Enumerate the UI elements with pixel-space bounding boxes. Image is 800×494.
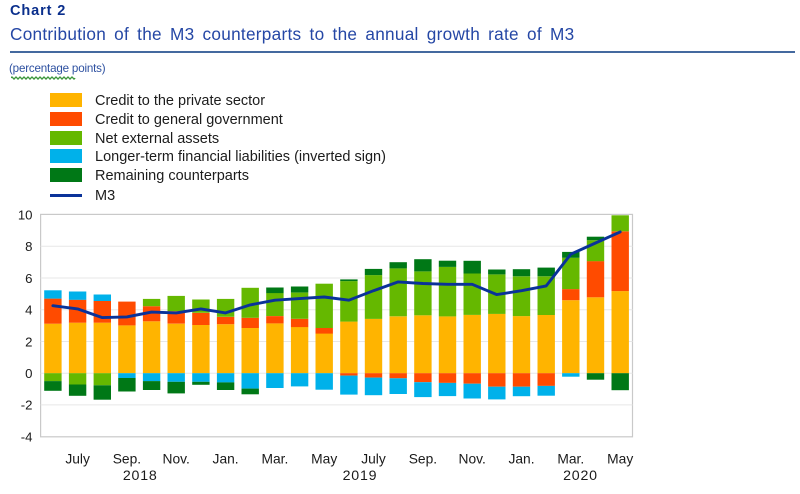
svg-text:May: May bbox=[311, 452, 337, 467]
svg-text:6: 6 bbox=[25, 271, 32, 286]
svg-text:May: May bbox=[607, 452, 633, 467]
svg-text:Mar.: Mar. bbox=[557, 452, 584, 467]
svg-text:Nov.: Nov. bbox=[459, 452, 486, 467]
svg-text:Sep.: Sep. bbox=[409, 452, 437, 467]
svg-text:Jan.: Jan. bbox=[508, 452, 534, 467]
svg-text:Jan.: Jan. bbox=[213, 452, 239, 467]
svg-text:July: July bbox=[361, 452, 386, 467]
svg-text:8: 8 bbox=[25, 239, 32, 254]
svg-text:Sep.: Sep. bbox=[113, 452, 141, 467]
svg-text:2018: 2018 bbox=[123, 468, 158, 484]
svg-text:2020: 2020 bbox=[563, 468, 598, 484]
svg-text:0: 0 bbox=[25, 366, 32, 381]
svg-text:2: 2 bbox=[25, 334, 32, 349]
svg-text:Mar.: Mar. bbox=[261, 452, 288, 467]
svg-text:Nov.: Nov. bbox=[163, 452, 190, 467]
svg-text:2019: 2019 bbox=[343, 468, 378, 484]
svg-text:4: 4 bbox=[25, 303, 32, 318]
svg-text:-4: -4 bbox=[21, 430, 33, 445]
svg-text:-2: -2 bbox=[21, 398, 33, 413]
svg-text:July: July bbox=[65, 452, 90, 467]
svg-text:10: 10 bbox=[18, 207, 33, 222]
